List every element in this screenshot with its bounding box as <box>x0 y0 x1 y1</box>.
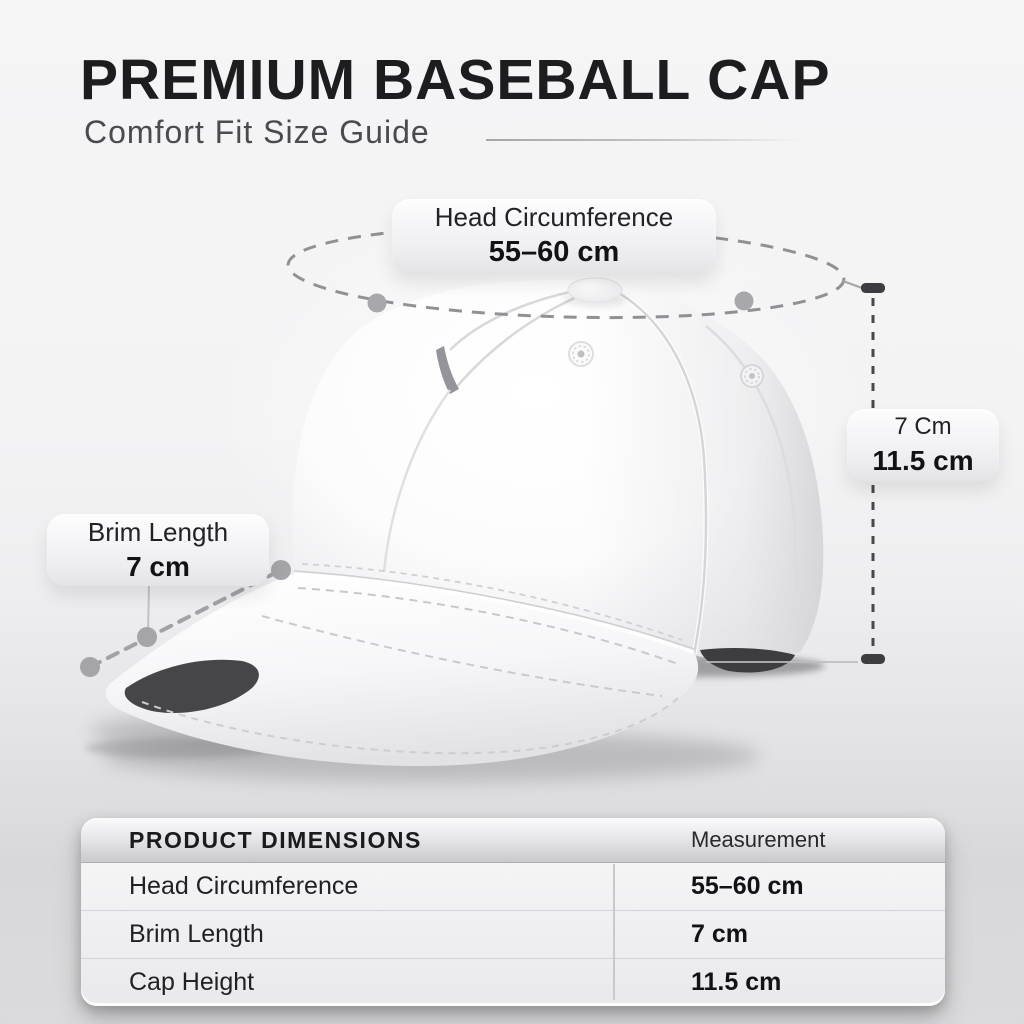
callout-label: 7 Cm <box>894 412 952 440</box>
eyelet-side <box>740 364 764 388</box>
callout-label: Brim Length <box>87 516 229 547</box>
column-header-measurement: Measurement <box>691 827 826 852</box>
table-row: Head Circumference 55–60 cm <box>81 863 945 910</box>
guide-dot <box>137 627 157 647</box>
guide-dot <box>367 293 387 313</box>
row-dimension: Head Circumference <box>129 872 359 900</box>
cap-top-button <box>567 277 623 303</box>
cap-crown <box>292 277 824 661</box>
callout-value: 55–60 cm <box>488 236 620 269</box>
page-subtitle: Comfort Fit Size Guide <box>84 114 430 150</box>
subtitle-rule <box>486 139 804 141</box>
row-measurement: 11.5 cm <box>691 968 782 996</box>
table-row: Brim Length 7 cm <box>81 910 945 958</box>
guide-end-marker <box>861 283 885 293</box>
callout-label: Head Circumference <box>434 202 674 232</box>
guide-dot <box>80 657 100 677</box>
brim-length-guide-line <box>88 568 283 669</box>
row-measurement: 55–60 cm <box>691 872 804 900</box>
callout-cap-height: 7 Cm 11.5 cm <box>847 409 999 481</box>
callout-value: 7 cm <box>126 550 190 582</box>
callout-value: 11.5 cm <box>872 444 974 476</box>
row-dimension: Cap Height <box>129 968 255 996</box>
guide-end-marker <box>861 654 885 664</box>
column-header-dimensions: PRODUCT DIMENSIONS <box>129 826 422 853</box>
brim-underside <box>124 659 259 714</box>
cap-brim <box>105 570 699 766</box>
table-row: Cap Height 11.5 cm <box>81 958 945 1006</box>
page-title: PREMIUM BASEBALL CAP <box>80 48 831 112</box>
callout-head-circumference: Head Circumference 55–60 cm <box>392 199 716 273</box>
guide-dot <box>271 560 291 580</box>
callout-brim-length: Brim Length 7 cm <box>47 514 269 586</box>
back-panel-shadow <box>700 647 795 673</box>
eyelet-front <box>568 341 594 367</box>
row-measurement: 7 cm <box>691 920 748 948</box>
dimensions-table: PRODUCT DIMENSIONS Measurement Head Circ… <box>81 818 945 1006</box>
dimensions-table-body: Head Circumference 55–60 cm Brim Length … <box>81 863 945 1006</box>
guide-dot <box>734 291 754 311</box>
table-column-divider <box>613 864 615 1000</box>
dimensions-table-header: PRODUCT DIMENSIONS Measurement <box>81 818 945 863</box>
row-dimension: Brim Length <box>129 920 264 948</box>
front-seam-notch <box>436 346 459 394</box>
